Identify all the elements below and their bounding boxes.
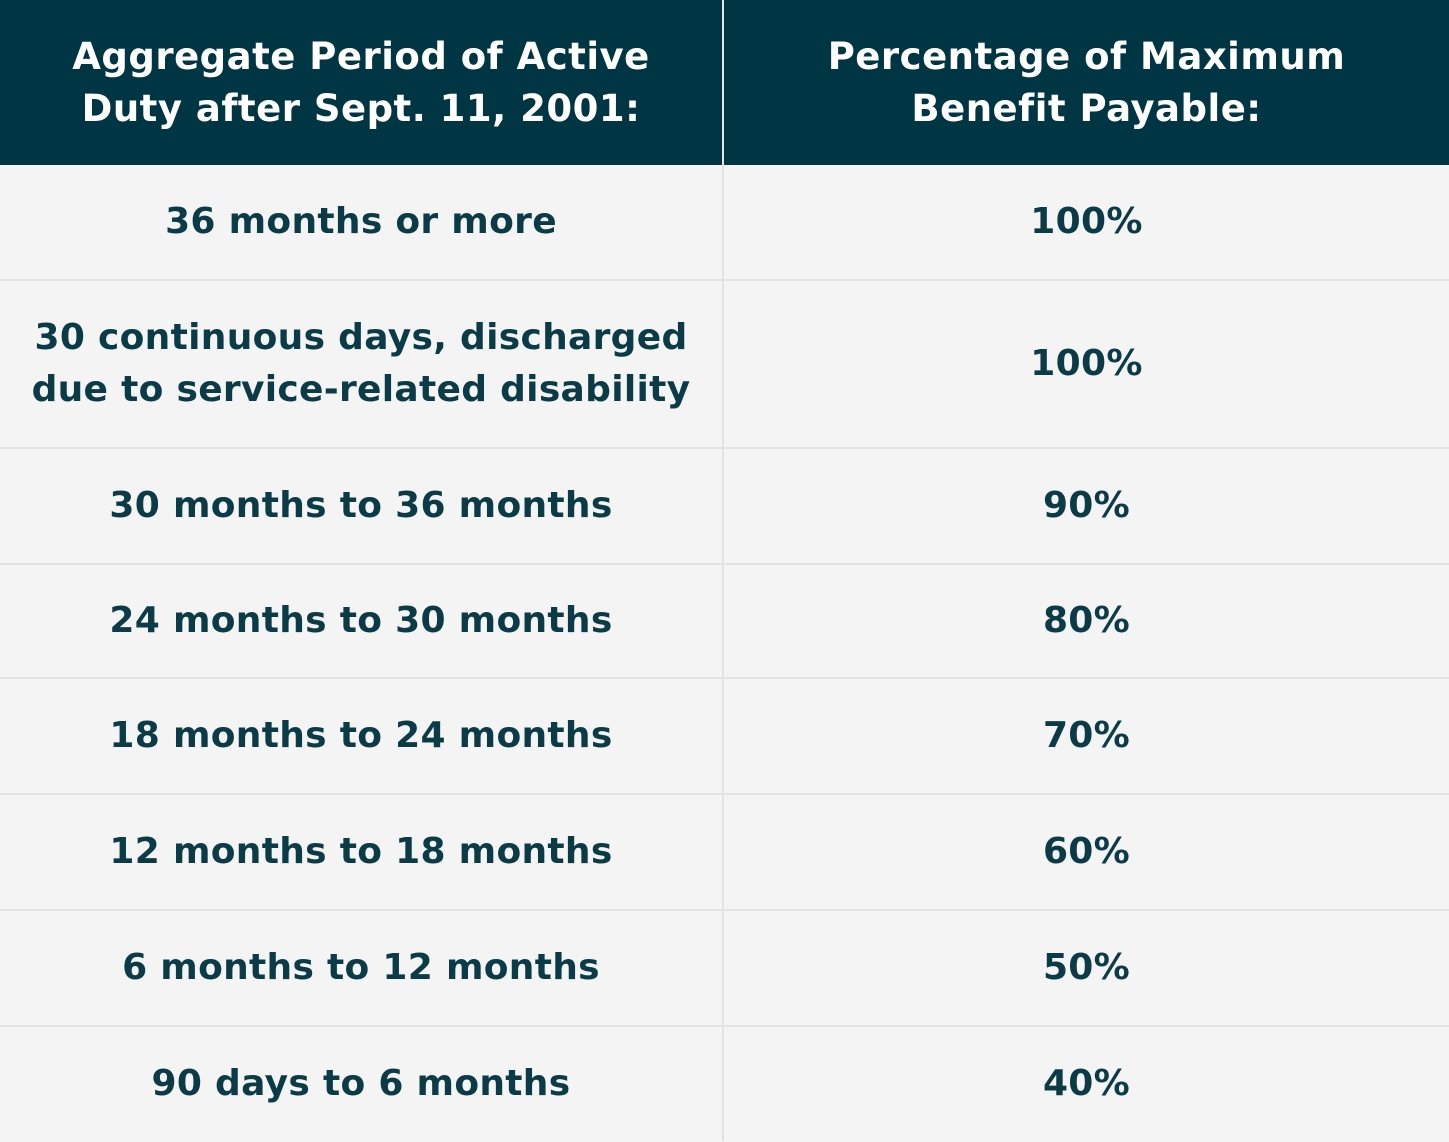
period-cell: 90 days to 6 months bbox=[0, 1027, 724, 1141]
table-body: 36 months or more 100% 30 continuous day… bbox=[0, 165, 1449, 1142]
period-cell: 18 months to 24 months bbox=[0, 679, 724, 793]
percentage-cell: 100% bbox=[1030, 201, 1143, 242]
table-row: 12 months to 18 months 60% bbox=[0, 793, 1449, 909]
period-cell-text: 30 continuous days, discharged due to se… bbox=[31, 317, 691, 410]
period-cell: 12 months to 18 months bbox=[0, 795, 724, 909]
percentage-cell: 80% bbox=[1042, 600, 1131, 641]
table-row: 18 months to 24 months 70% bbox=[0, 677, 1449, 793]
period-cell: 24 months to 30 months bbox=[0, 565, 724, 677]
table-row: 30 months to 36 months 90% bbox=[0, 447, 1449, 563]
percentage-cell: 50% bbox=[1042, 947, 1131, 988]
period-cell: 30 continuous days, discharged due to se… bbox=[0, 281, 724, 447]
percentage-cell: 100% bbox=[1030, 343, 1143, 384]
table-row: 30 continuous days, discharged due to se… bbox=[0, 279, 1449, 447]
percentage-cell: 40% bbox=[1042, 1063, 1131, 1104]
period-cell: 36 months or more bbox=[0, 165, 724, 279]
header-percentage-label: Percentage of Maximum Benefit Payable: bbox=[827, 34, 1346, 130]
period-cell: 6 months to 12 months bbox=[0, 911, 724, 1025]
table-row: 6 months to 12 months 50% bbox=[0, 909, 1449, 1025]
table-row: 90 days to 6 months 40% bbox=[0, 1025, 1449, 1141]
table-row: 36 months or more 100% bbox=[0, 165, 1449, 279]
percentage-cell: 90% bbox=[1042, 485, 1131, 526]
percentage-cell: 60% bbox=[1042, 831, 1131, 872]
header-percentage: Percentage of Maximum Benefit Payable: bbox=[724, 0, 1449, 165]
header-period: Aggregate Period of Active Duty after Se… bbox=[0, 0, 724, 165]
period-cell: 30 months to 36 months bbox=[0, 449, 724, 563]
percentage-cell: 70% bbox=[1042, 715, 1131, 756]
table-header: Aggregate Period of Active Duty after Se… bbox=[0, 0, 1449, 165]
header-period-label: Aggregate Period of Active Duty after Se… bbox=[72, 34, 650, 130]
table-row: 24 months to 30 months 80% bbox=[0, 563, 1449, 677]
